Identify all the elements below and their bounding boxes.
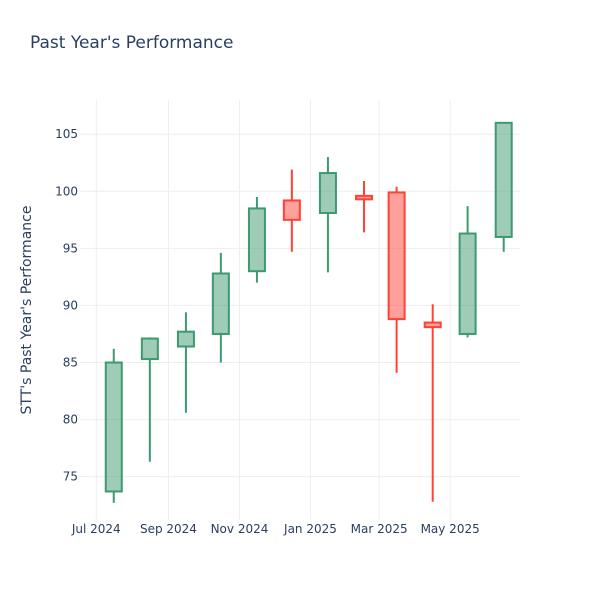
candle-increasing <box>494 121 513 252</box>
y-tick-label: 105 <box>55 127 78 141</box>
y-tick-label: 95 <box>63 241 78 255</box>
candle-body <box>211 272 230 335</box>
candle-body <box>176 330 195 348</box>
x-tick-label: Mar 2025 <box>351 522 408 536</box>
x-tick-label: Sep 2024 <box>140 522 197 536</box>
x-tick-label: May 2025 <box>421 522 480 536</box>
candle-increasing <box>247 197 266 283</box>
candle-body <box>247 207 266 273</box>
candle-increasing <box>458 206 477 338</box>
candle-body <box>494 121 513 238</box>
candles <box>104 121 513 503</box>
candle-increasing <box>176 312 195 413</box>
candle-increasing <box>211 252 230 363</box>
candle-body <box>318 172 337 214</box>
y-tick-label: 85 <box>63 356 78 370</box>
x-axis: Jul 2024 Sep 2024 Nov 2024 Jan 2025 Mar 2025… <box>71 522 480 536</box>
candle-body <box>282 199 301 221</box>
candle-decreasing <box>355 181 374 233</box>
candle-body <box>355 194 374 201</box>
candle-body <box>104 361 123 493</box>
y-tick-label: 80 <box>63 413 78 427</box>
y-tick-label: 100 <box>55 184 78 198</box>
chart-title: Past Year's Performance <box>30 33 234 53</box>
y-tick-label: 90 <box>63 298 78 312</box>
candle-body <box>423 321 442 329</box>
candle-decreasing <box>423 304 442 502</box>
candle-increasing <box>140 337 159 462</box>
x-tick-label: Nov 2024 <box>211 522 269 536</box>
candle-body <box>458 232 477 335</box>
candle-decreasing <box>387 186 406 373</box>
candle-increasing <box>104 348 123 503</box>
y-axis: 75 80 85 90 95 100 105 <box>55 127 78 483</box>
grid-lines <box>80 100 520 520</box>
y-tick-label: 75 <box>63 470 78 484</box>
candle-body <box>387 191 406 321</box>
x-tick-label: Jul 2024 <box>71 522 121 536</box>
candle-increasing <box>318 157 337 273</box>
x-tick-label: Jan 2025 <box>283 522 337 536</box>
candle-decreasing <box>282 169 301 252</box>
candle-body <box>140 337 159 361</box>
